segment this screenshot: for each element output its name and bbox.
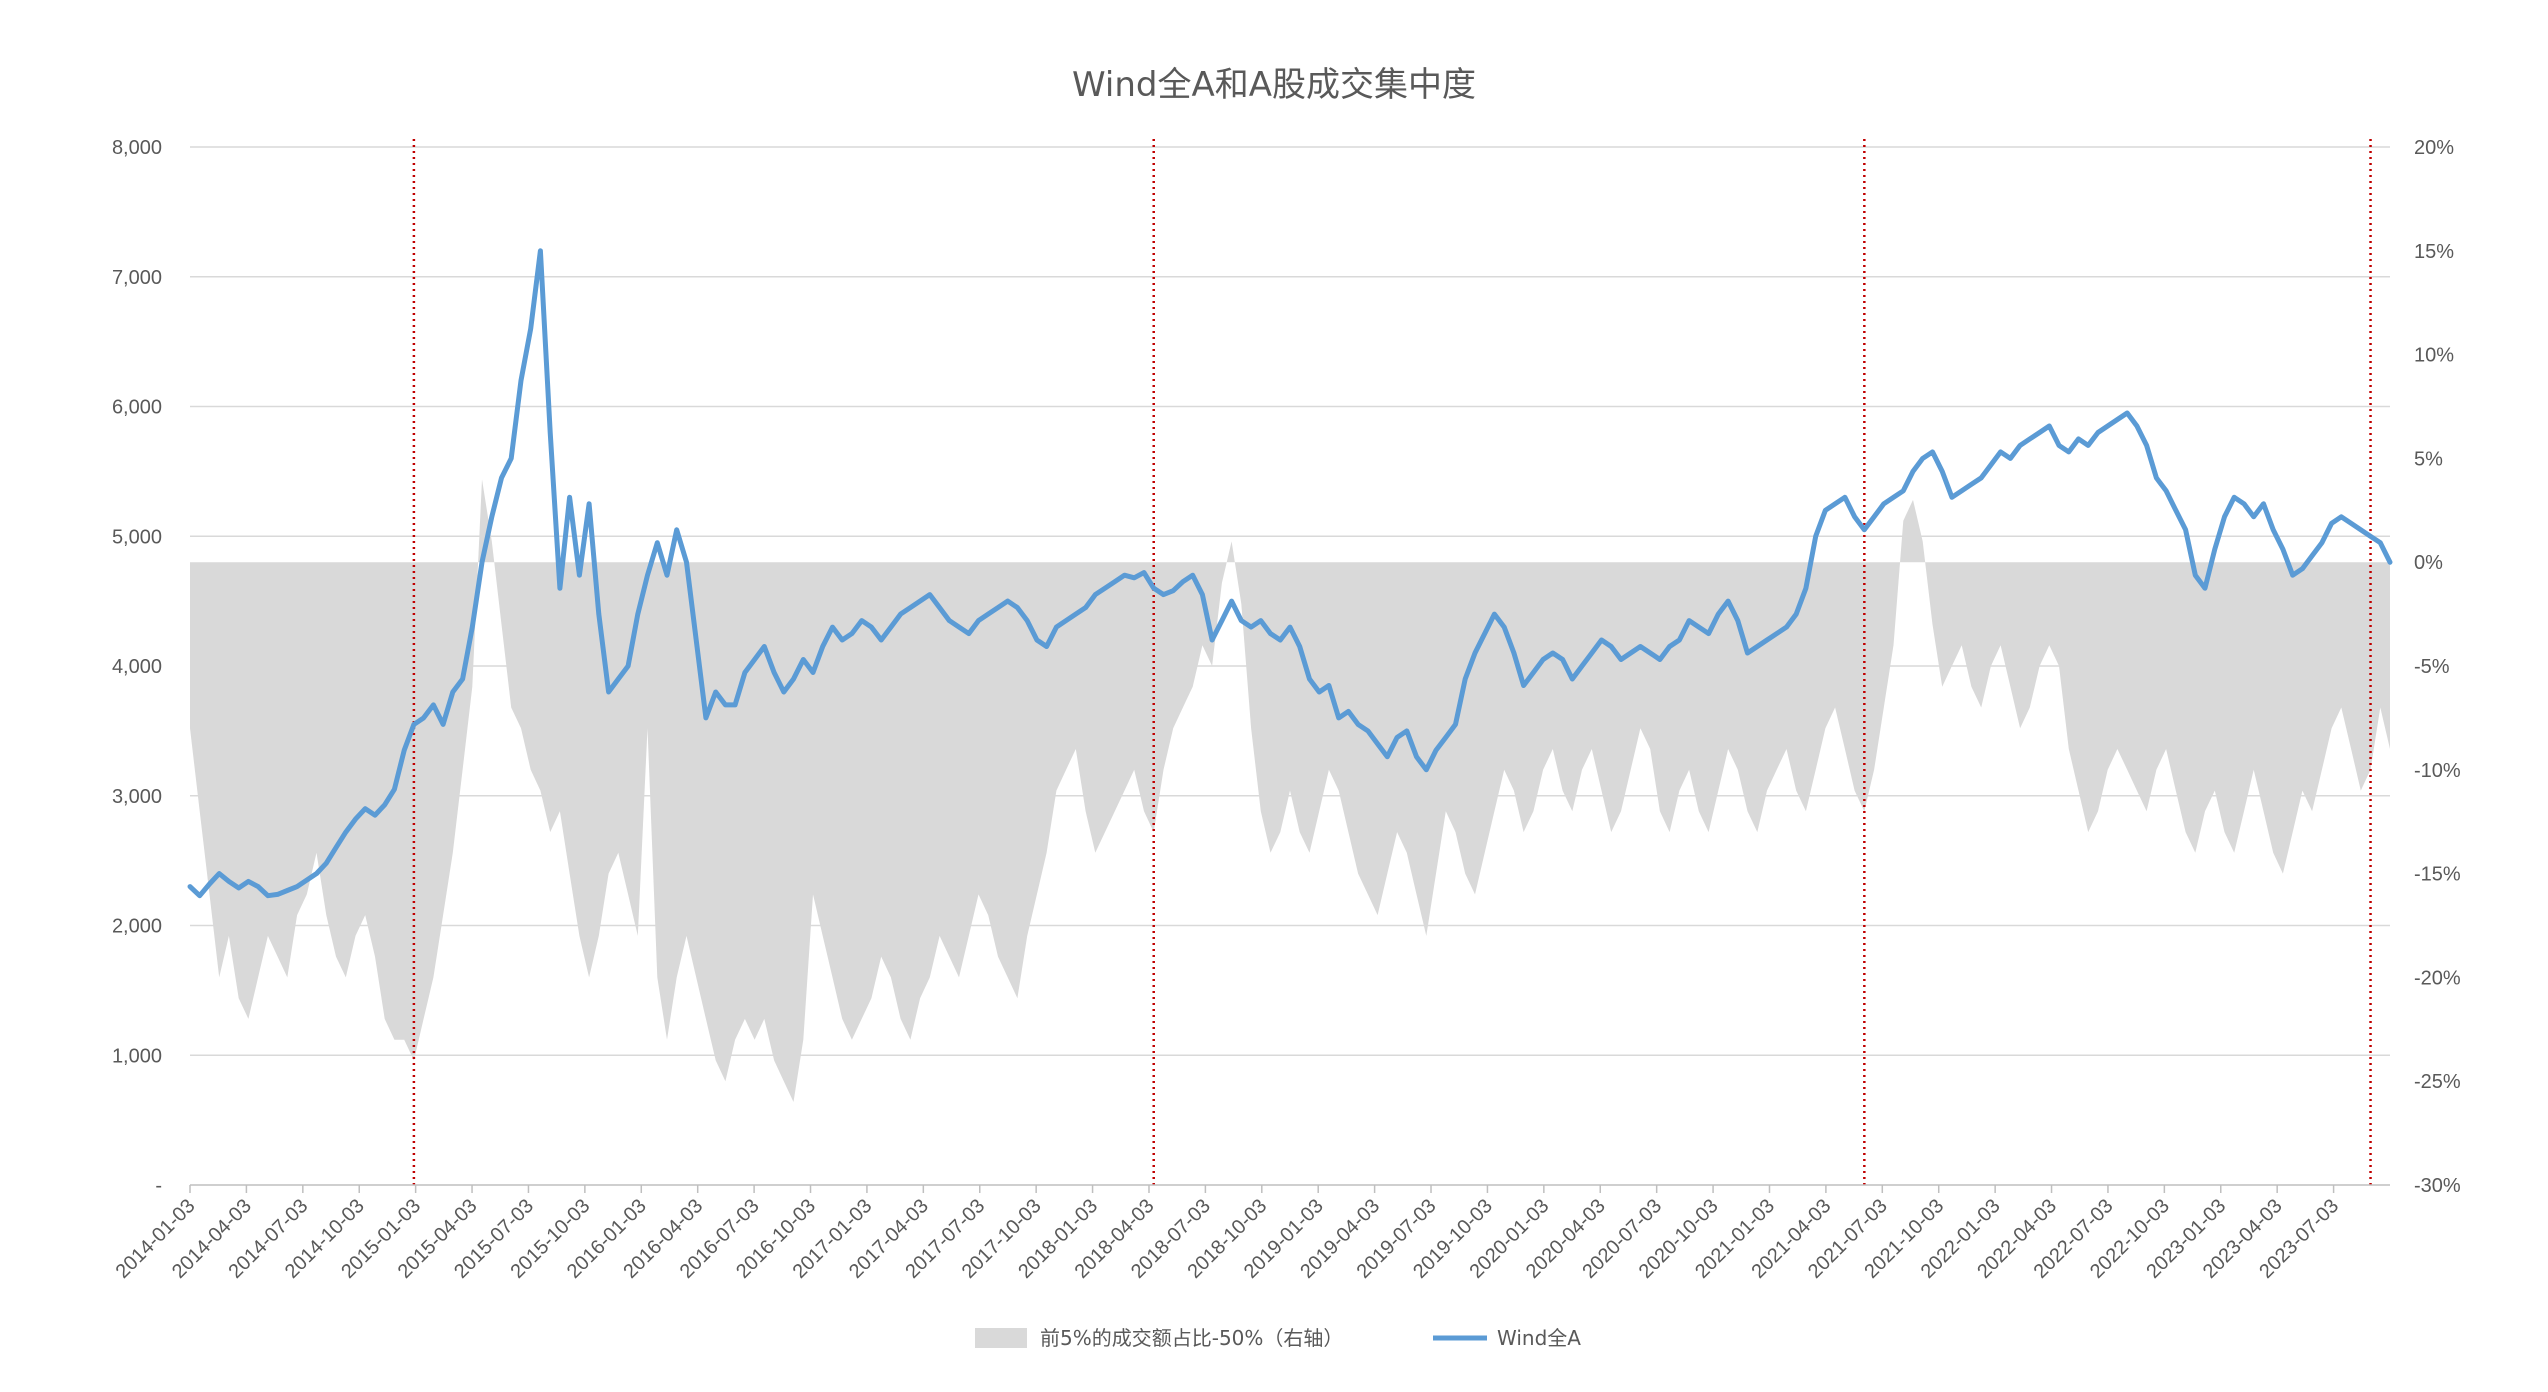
y-right-tick-label: -10% xyxy=(2414,760,2461,782)
y-right-tick-label: -15% xyxy=(2414,864,2461,886)
legend: 前5%的成交额占比-50%（右轴） Wind全A xyxy=(975,1326,1581,1350)
y-left-tick-label: 7,000 xyxy=(112,267,162,289)
line-series xyxy=(187,248,2393,899)
y-left-tick-label: - xyxy=(155,1175,162,1197)
line-series-group xyxy=(187,248,2393,899)
y-right-tick-label: -30% xyxy=(2414,1175,2461,1197)
y-right-tick-label: 10% xyxy=(2414,345,2454,367)
y-left-tick-label: 8,000 xyxy=(112,137,162,159)
y-right-tick-label: -20% xyxy=(2414,967,2461,989)
area-series xyxy=(190,479,2390,1102)
area-series-group xyxy=(190,479,2390,1102)
y-left-tick-label: 2,000 xyxy=(112,916,162,938)
legend-label-area: 前5%的成交额占比-50%（右轴） xyxy=(1040,1326,1343,1350)
legend-label-line: Wind全A xyxy=(1497,1326,1581,1350)
y-left-tick-label: 3,000 xyxy=(112,786,162,808)
vertical-marker-lines xyxy=(412,139,2372,1185)
y-right-tick-label: -25% xyxy=(2414,1071,2461,1093)
y-right-tick-label: -5% xyxy=(2414,656,2450,678)
y-right-tick-label: 0% xyxy=(2414,552,2443,574)
y-right-tick-label: 5% xyxy=(2414,448,2443,470)
y-left-tick-label: 5,000 xyxy=(112,526,162,548)
y-left-tick-label: 4,000 xyxy=(112,656,162,678)
chart-title: Wind全A和A股成交集中度 xyxy=(1072,65,1476,105)
legend-swatch-area xyxy=(975,1328,1027,1348)
y-right-tick-label: 20% xyxy=(2414,137,2454,159)
y-left-tick-label: 1,000 xyxy=(112,1045,162,1067)
y-right-tick-label: 15% xyxy=(2414,241,2454,263)
y-left-tick-label: 6,000 xyxy=(112,397,162,419)
